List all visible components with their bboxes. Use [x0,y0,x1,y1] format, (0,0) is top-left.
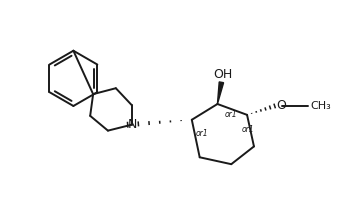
Text: N: N [128,118,137,131]
Text: or1: or1 [196,129,209,138]
Text: or1: or1 [242,125,255,134]
Text: or1: or1 [224,110,237,119]
Text: OH: OH [213,68,232,81]
Text: O: O [277,99,286,113]
Text: CH₃: CH₃ [310,101,331,111]
Polygon shape [217,82,224,104]
